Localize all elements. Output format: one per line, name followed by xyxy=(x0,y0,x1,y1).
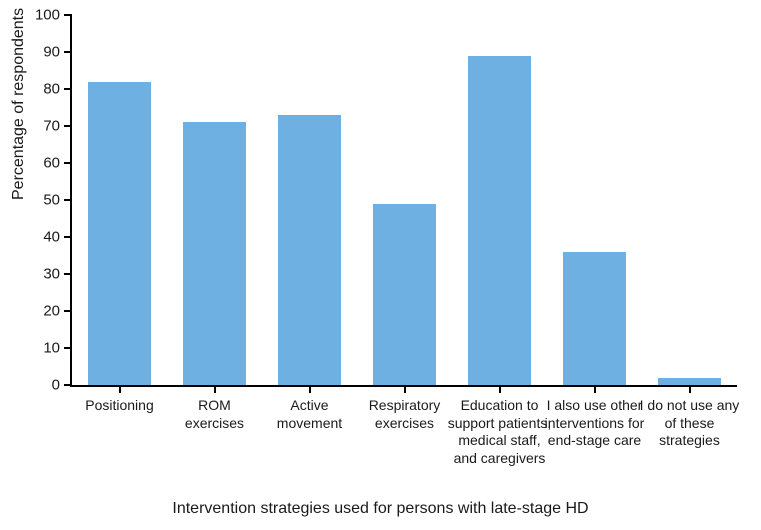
y-tick-label: 80 xyxy=(43,81,60,98)
x-tick xyxy=(499,385,501,393)
y-tick xyxy=(64,199,72,201)
bar: Positioning xyxy=(88,15,151,385)
y-tick-label: 30 xyxy=(43,266,60,283)
bar: Respiratory exercises xyxy=(373,15,436,385)
y-tick xyxy=(64,14,72,16)
bar-label: ROM exercises xyxy=(168,397,260,432)
y-tick-label: 100 xyxy=(35,7,60,24)
bar-rect xyxy=(88,82,151,385)
y-tick xyxy=(64,310,72,312)
y-tick-label: 50 xyxy=(43,192,60,209)
y-tick-label: 70 xyxy=(43,118,60,135)
y-tick xyxy=(64,236,72,238)
y-tick xyxy=(64,162,72,164)
y-tick-label: 20 xyxy=(43,303,60,320)
x-tick xyxy=(594,385,596,393)
y-tick-label: 0 xyxy=(52,377,60,394)
plot-area: Positioning ROM exercises Active movement R… xyxy=(70,15,737,387)
bar-rect xyxy=(373,204,436,385)
bar-chart: Percentage of respondents PositioningROM… xyxy=(0,0,761,530)
bar: ROM exercises xyxy=(183,15,246,385)
x-axis-title: Intervention strategies used for persons… xyxy=(0,500,761,518)
bars-container: Positioning ROM exercises Active movement R… xyxy=(72,15,737,385)
bar-rect xyxy=(468,56,531,385)
bar-label: Respiratory exercises xyxy=(358,397,450,432)
bar-rect xyxy=(658,378,721,385)
x-tick xyxy=(689,385,691,393)
y-tick xyxy=(64,88,72,90)
bar: I also use other interventions for end-s… xyxy=(563,15,626,385)
bar: I do not use any of these strategies xyxy=(658,15,721,385)
y-tick-label: 60 xyxy=(43,155,60,172)
y-tick xyxy=(64,125,72,127)
y-axis-title: Percentage of respondents xyxy=(10,8,28,200)
y-tick-label: 40 xyxy=(43,229,60,246)
bar-rect xyxy=(563,252,626,385)
bar: Active movement xyxy=(278,15,341,385)
bar-rect xyxy=(183,122,246,385)
y-tick xyxy=(64,273,72,275)
bar-label: I do not use any of these strategies xyxy=(635,397,743,450)
bar-label: Positioning xyxy=(73,397,165,415)
y-tick xyxy=(64,51,72,53)
bar-label: Education to support patients, medical s… xyxy=(445,397,553,467)
x-tick xyxy=(119,385,121,393)
y-tick-label: 90 xyxy=(43,44,60,61)
x-tick xyxy=(309,385,311,393)
x-tick xyxy=(214,385,216,393)
bar-rect xyxy=(278,115,341,385)
y-tick xyxy=(64,347,72,349)
bar-label: I also use other interventions for end-s… xyxy=(540,397,648,450)
y-tick xyxy=(64,384,72,386)
bar-label: Active movement xyxy=(263,397,355,432)
y-tick-label: 10 xyxy=(43,340,60,357)
bar: Education to support patients, medical s… xyxy=(468,15,531,385)
x-tick xyxy=(404,385,406,393)
